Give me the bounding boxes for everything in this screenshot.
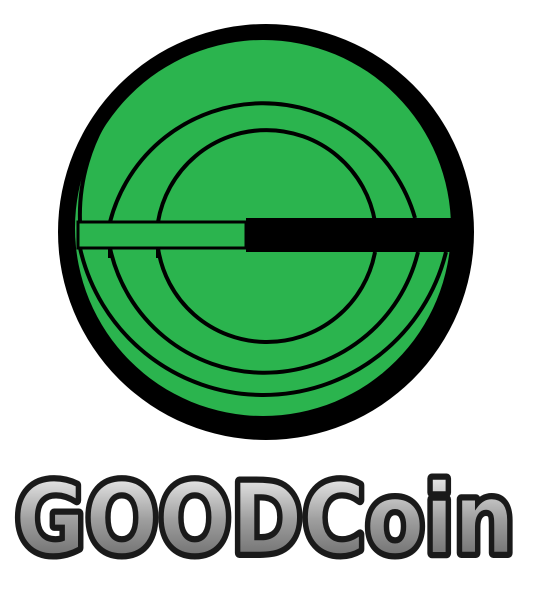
brand-wordmark: GOODCoin GOODCoin GOODCoin <box>0 445 533 600</box>
g-bar-green <box>78 222 246 248</box>
g-bar-black <box>246 218 458 252</box>
brand-name: GOODCoin <box>15 463 515 577</box>
goodcoin-g-coin-icon <box>0 0 533 450</box>
